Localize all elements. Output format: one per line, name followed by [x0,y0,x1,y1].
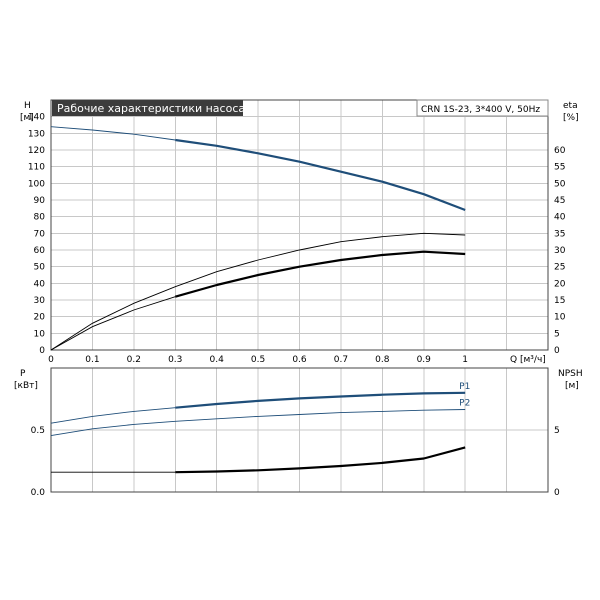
eta-upper-curve-thin [50,232,466,351]
head-tick-label: 120 [28,146,45,156]
eta-tick-label: 5 [554,329,560,339]
eta-tick-label: 60 [554,146,566,156]
power-series-labels: P1 P2 [459,382,470,409]
eta-axis-unit: [%] [563,113,579,123]
p2-series-label: P2 [459,399,470,409]
eta-tick-label: 45 [554,196,565,206]
power-tick-label: 0.0 [31,488,46,498]
head-tick-label: 140 [28,113,45,123]
head-tick-label: 100 [28,179,45,189]
p2-curve-thin [50,409,466,437]
flow-tick-label: 0.7 [334,355,348,365]
flow-tick-label: 0.5 [251,355,265,365]
npsh-tick-label: 5 [554,426,560,436]
head-tick-label: 30 [34,296,46,306]
eta-tick-label: 20 [554,279,566,289]
flow-tick-label: 1 [462,355,468,365]
eta-tick-label: 50 [554,179,566,189]
npsh-curve [175,446,466,474]
pump-model-label: CRN 1S-23, 3*400 V, 50Hz [421,105,540,115]
head-tick-label: 20 [34,313,46,323]
eta-tick-labels: 0 5 10 15 20 25 30 35 40 45 50 55 60 [554,146,566,356]
eta-tick-label: 30 [554,246,566,256]
p1-curve-thin [50,407,176,424]
head-tick-label: 0 [39,346,45,356]
head-panel-frame [50,99,549,351]
head-tick-label: 80 [34,213,46,223]
head-tick-label: 60 [34,246,46,256]
head-tick-label: 130 [28,129,45,139]
chart-title-box [52,100,243,116]
head-axis-unit: [м] [20,113,34,123]
head-curve-thin [50,126,176,141]
head-tick-label: 10 [34,329,46,339]
npsh-tick-label: 0 [554,488,560,498]
eta-tick-label: 10 [554,313,566,323]
eta-lower-curve [175,250,466,298]
eta-tick-label: 55 [554,163,565,173]
flow-tick-label: 0.3 [168,355,182,365]
head-axis-label: H [24,101,31,111]
npsh-axis-label: NPSH [558,369,583,379]
eta-tick-label: 40 [554,213,566,223]
head-tick-labels: 0 10 20 30 40 50 60 70 80 90 100 110 120 130 140 [28,113,45,356]
flow-tick-label: 0.1 [85,355,99,365]
p1-series-label: P1 [459,382,470,392]
power-axis-label: P [20,369,26,379]
head-efficiency-panel: Рабочие характеристики насоса CRN 1S-23,… [20,99,579,365]
npsh-axis-unit: [м] [565,381,579,391]
power-axis-unit: [кВт] [14,381,38,391]
flow-tick-label: 0.9 [417,355,432,365]
flow-tick-label: 0.6 [292,355,307,365]
p1-curve [175,391,466,409]
head-efficiency-curves [50,126,466,351]
head-tick-label: 40 [34,279,46,289]
chart-title: Рабочие характеристики насоса [57,102,245,115]
eta-axis-label: eta [563,101,578,111]
head-tick-label: 50 [34,263,46,273]
eta-lower-curve-thin [50,296,176,351]
eta-tick-label: 0 [554,346,560,356]
head-tick-label: 70 [34,229,46,239]
eta-tick-label: 35 [554,229,565,239]
flow-axis-unit: [м³/ч] [520,355,546,365]
head-panel-grid [51,100,548,350]
eta-tick-label: 25 [554,263,565,273]
npsh-tick-labels: 05 [554,426,560,498]
power-npsh-curves [50,391,466,474]
flow-tick-label: 0 [48,355,54,365]
flow-tick-label: 0.4 [210,355,225,365]
pump-model-box [416,99,549,117]
head-tick-label: 110 [28,163,45,173]
flow-tick-label: 0.8 [375,355,390,365]
head-tick-label: 90 [34,196,46,206]
power-panel-frame [50,367,549,493]
flow-axis-label: Q [510,355,517,365]
eta-tick-label: 15 [554,296,565,306]
power-tick-label: 0.5 [31,426,45,436]
power-tick-labels: 0.0 0.5 [31,426,46,498]
head-curve [175,138,466,212]
flow-tick-labels: 0 0.1 0.2 0.3 0.4 0.5 0.6 0.7 0.8 0.9 1 [48,355,468,365]
flow-tick-label: 0.2 [127,355,141,365]
